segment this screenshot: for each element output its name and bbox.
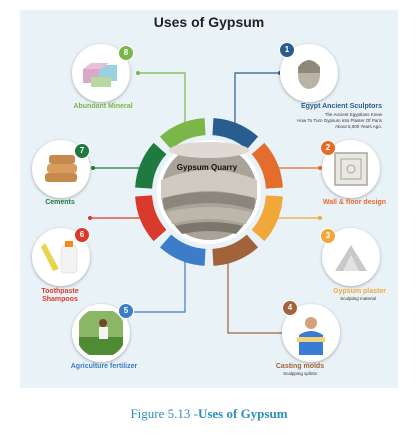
badge-3: 3 — [320, 228, 336, 244]
sublabel-egypt-1: The Ancient Egyptians Knew — [324, 112, 382, 117]
connector-5 — [130, 250, 186, 313]
center-label: Gypsum Quarry — [176, 163, 238, 172]
badge-5: 5 — [118, 303, 134, 319]
plaster-powder-icon — [335, 245, 367, 271]
ring-segment-6 — [135, 195, 167, 242]
worker-with-splint-icon — [297, 317, 325, 355]
label-gypsum-plaster: Gypsum plaster — [333, 288, 386, 295]
badge-2: 2 — [320, 140, 336, 156]
toothpaste-shampoo-icon — [41, 241, 78, 274]
label-toothpaste-shampoos: Toothpaste Shampoos — [41, 288, 79, 303]
figure-caption: Figure 5.13 -Uses of Gypsum — [0, 406, 418, 422]
sublabel-egypt-3: About 5,000 Years Ago. — [334, 124, 382, 129]
ring-segment-3 — [251, 195, 283, 242]
label-casting-molds: Casting molds — [275, 363, 325, 370]
caption-prefix: Figure 5.13 - — [130, 406, 198, 421]
badge-1: 1 — [279, 42, 295, 58]
ring-segment-7 — [135, 142, 167, 189]
sublabel-gypsum-plaster: Sculpting material — [340, 296, 376, 301]
label-agriculture-fertilizer: Agriculture fertilizer — [70, 363, 138, 370]
badge-6: 6 — [74, 227, 90, 243]
ring-segment-4 — [212, 234, 259, 266]
decorative-tile-icon — [334, 152, 368, 186]
label-abundant-mineral: Abundant Mineral — [73, 103, 133, 110]
label-cements: Cements — [45, 199, 75, 206]
use-node-toothpaste — [32, 228, 90, 286]
mineral-blocks-icon — [83, 63, 117, 87]
cement-bags-icon — [45, 155, 77, 182]
diagram-title: Uses of Gypsum — [153, 14, 265, 30]
connector-1 — [234, 72, 280, 128]
use-node-egypt-sculptors — [280, 44, 338, 102]
color-ring — [135, 118, 283, 266]
sublabel-casting-molds: Scalpping splints — [283, 371, 317, 376]
label-egypt-ancient-sculptors: Egypt Ancient Sculptors — [300, 103, 382, 110]
ring-segment-1 — [212, 118, 259, 150]
sublabel-egypt-2: How To Turn Gypsum Into Plaster Of Paris — [297, 118, 382, 123]
ring-segment-2 — [251, 142, 283, 189]
farmer-spreading-icon — [79, 311, 123, 355]
ring-segment-8 — [159, 118, 206, 150]
sculpture-head-icon — [298, 60, 320, 89]
badge-8: 8 — [118, 45, 134, 61]
use-node-agriculture — [72, 304, 130, 362]
caption-title: Uses of Gypsum — [197, 406, 288, 421]
ring-segment-5 — [159, 234, 206, 266]
badge-7: 7 — [74, 143, 90, 159]
connector-4 — [227, 252, 285, 334]
label-wall-floor-design: Wall & floor design — [322, 199, 386, 206]
use-node-wall-floor — [322, 140, 380, 198]
badge-4: 4 — [282, 300, 298, 316]
connector-8 — [138, 72, 186, 128]
